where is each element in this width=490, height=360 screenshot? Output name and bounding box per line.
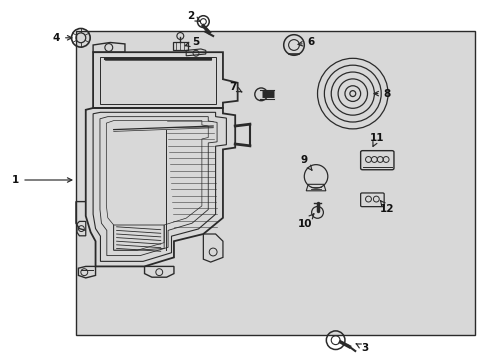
Text: 12: 12 (380, 201, 394, 214)
Text: 8: 8 (374, 89, 391, 99)
Bar (173, 42, 188, 50)
Text: 2: 2 (188, 11, 200, 22)
Text: 1: 1 (12, 175, 72, 185)
Text: 3: 3 (356, 343, 368, 354)
Text: 7: 7 (229, 82, 242, 92)
Text: 11: 11 (370, 132, 385, 147)
Text: 5: 5 (185, 37, 199, 48)
Text: 10: 10 (297, 214, 314, 229)
Bar (76, 31, 475, 335)
Text: 4: 4 (52, 33, 72, 43)
Text: 9: 9 (300, 155, 312, 170)
Text: 6: 6 (298, 37, 315, 48)
